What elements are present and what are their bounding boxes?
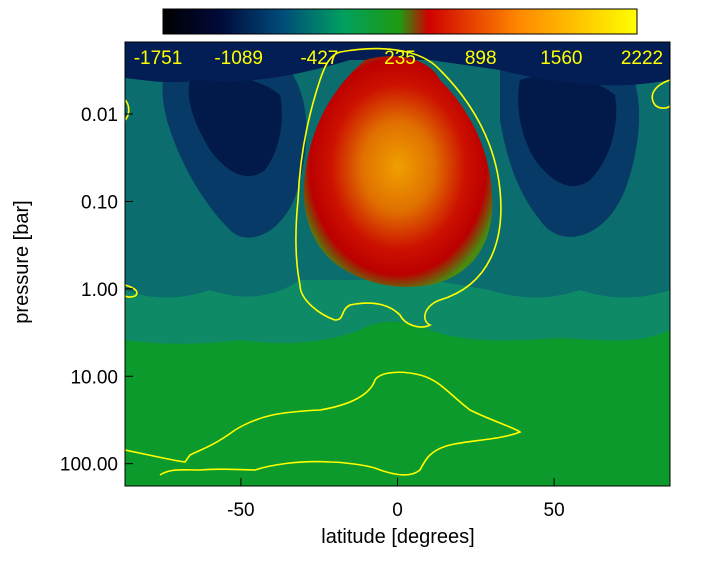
contour-left-edge xyxy=(125,99,130,121)
x-tick-label: -50 xyxy=(227,500,254,521)
colorbar-tick-label: 1560 xyxy=(540,48,582,69)
left-darkest-lobe xyxy=(188,75,282,177)
y-axis: 0.01 0.10 1.00 10.00 100.00 xyxy=(60,105,133,476)
y-tick-label: 10.00 xyxy=(70,367,118,388)
hot-core xyxy=(303,56,493,287)
x-tick-label: 50 xyxy=(544,500,565,521)
colorbar-tick-label: 2222 xyxy=(621,48,663,69)
x-tick-label: 0 xyxy=(392,500,403,521)
contour-deep xyxy=(125,371,522,476)
x-axis: -50 0 50 xyxy=(227,478,565,521)
right-darkest-lobe xyxy=(518,75,617,187)
y-tick-label: 100.00 xyxy=(60,455,118,476)
contour-left-mid xyxy=(125,284,138,298)
colorbar-labels: -1751 -1089 -427 235 898 1560 2222 xyxy=(134,48,663,69)
contour-right-edge xyxy=(651,79,670,109)
plot-area xyxy=(125,42,670,486)
colorbar-tick-label: -1089 xyxy=(214,48,263,69)
y-tick-label: 0.10 xyxy=(81,192,118,213)
colorbar-tick-label: 235 xyxy=(384,48,416,69)
x-axis-label: latitude [degrees] xyxy=(321,526,474,548)
y-axis-label: pressure [bar] xyxy=(11,200,33,323)
colorbar-tick-label: -1751 xyxy=(134,48,183,69)
colorbar xyxy=(162,8,638,35)
colorbar-tick-label: -427 xyxy=(300,48,338,69)
y-tick-label: 0.01 xyxy=(81,105,118,126)
colorbar-tick-label: 898 xyxy=(465,48,497,69)
y-tick-label: 1.00 xyxy=(81,280,118,301)
top-dark-band xyxy=(125,42,670,86)
contour-zero-core xyxy=(295,47,502,328)
